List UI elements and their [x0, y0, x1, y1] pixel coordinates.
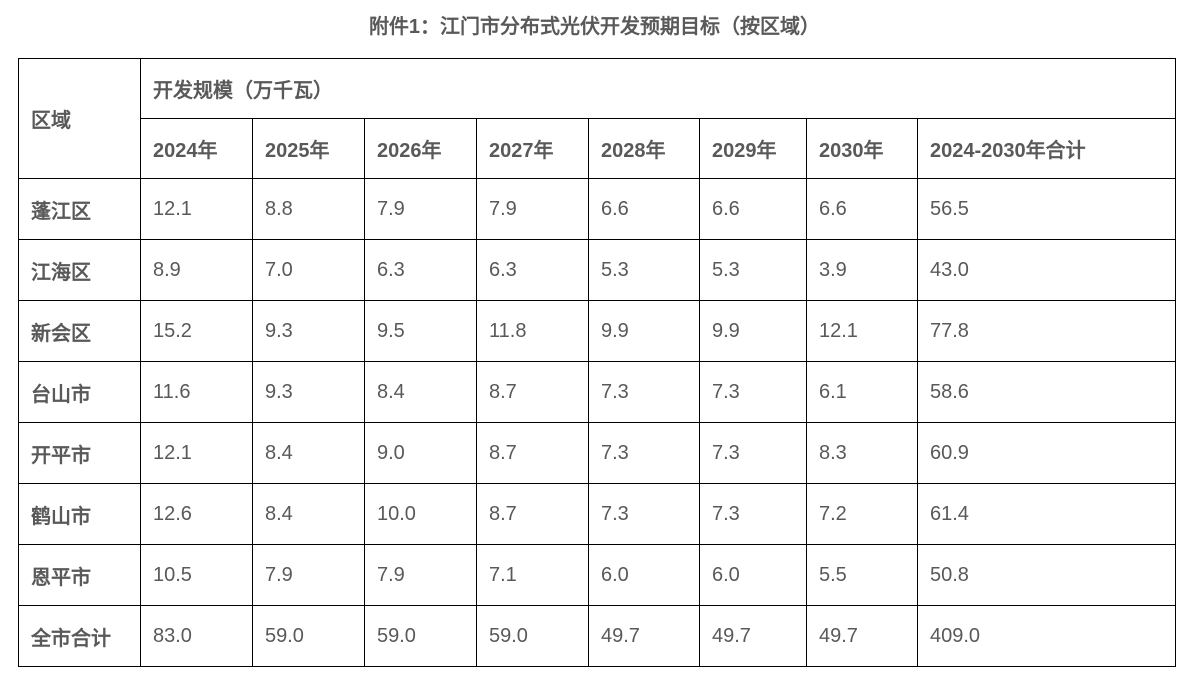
region-cell: 全市合计: [18, 605, 141, 667]
value-cell: 10.5: [140, 544, 253, 606]
value-cell: 6.6: [806, 178, 918, 240]
value-cell: 43.0: [917, 239, 1176, 301]
value-cell: 49.7: [588, 605, 700, 667]
targets-table: 区域 开发规模（万千瓦） 2024年 2025年 2026年 2027年 2028年 20…: [18, 58, 1176, 667]
region-cell: 新会区: [18, 300, 141, 362]
value-cell: 6.3: [364, 239, 477, 301]
value-cell: 5.3: [588, 239, 700, 301]
value-cell: 8.4: [252, 483, 365, 545]
table-row: 江海区 8.9 7.0 6.3 6.3 5.3 5.3 3.9 43.0: [18, 239, 1176, 301]
table-row: 台山市 11.6 9.3 8.4 8.7 7.3 7.3 6.1 58.6: [18, 361, 1176, 423]
region-cell: 江海区: [18, 239, 141, 301]
region-header-cell: 区域: [18, 58, 141, 179]
value-cell: 15.2: [140, 300, 253, 362]
value-cell: 59.0: [476, 605, 589, 667]
region-cell: 台山市: [18, 361, 141, 423]
value-cell: 7.9: [252, 544, 365, 606]
value-cell: 10.0: [364, 483, 477, 545]
year-header-cell: 2027年: [476, 118, 589, 179]
page-title: 附件1：江门市分布式光伏开发预期目标（按区域）: [368, 16, 821, 38]
region-cell: 开平市: [18, 422, 141, 484]
year-header-cell: 2024-2030年合计: [917, 118, 1176, 179]
table-row: 蓬江区 12.1 8.8 7.9 7.9 6.6 6.6 6.6 56.5: [18, 178, 1176, 240]
region-cell: 蓬江区: [18, 178, 141, 240]
value-cell: 60.9: [917, 422, 1176, 484]
value-cell: 59.0: [364, 605, 477, 667]
value-cell: 7.0: [252, 239, 365, 301]
value-cell: 9.3: [252, 300, 365, 362]
table-row: 鹤山市 12.6 8.4 10.0 8.7 7.3 7.3 7.2 61.4: [18, 483, 1176, 545]
value-cell: 7.3: [699, 361, 807, 423]
value-cell: 8.9: [140, 239, 253, 301]
year-header-cell: 2026年: [364, 118, 477, 179]
value-cell: 77.8: [917, 300, 1176, 362]
value-cell: 6.6: [588, 178, 700, 240]
year-header-cell: 2028年: [588, 118, 700, 179]
page: 附件1：江门市分布式光伏开发预期目标（按区域） 区域 开发规模（万千瓦） 202…: [0, 15, 1189, 667]
value-cell: 56.5: [917, 178, 1176, 240]
value-cell: 9.9: [588, 300, 700, 362]
value-cell: 7.9: [364, 544, 477, 606]
value-cell: 7.1: [476, 544, 589, 606]
year-header-cell: 2025年: [252, 118, 365, 179]
value-cell: 59.0: [252, 605, 365, 667]
value-cell: 7.9: [476, 178, 589, 240]
value-cell: 61.4: [917, 483, 1176, 545]
value-cell: 7.3: [699, 483, 807, 545]
value-cell: 6.0: [588, 544, 700, 606]
table-body: 蓬江区 12.1 8.8 7.9 7.9 6.6 6.6 6.6 56.5 江海区 8.9 7.0 6.…: [18, 178, 1176, 667]
value-cell: 3.9: [806, 239, 918, 301]
value-cell: 7.3: [588, 483, 700, 545]
value-cell: 8.7: [476, 422, 589, 484]
value-cell: 9.5: [364, 300, 477, 362]
value-cell: 9.0: [364, 422, 477, 484]
value-cell: 8.4: [252, 422, 365, 484]
value-cell: 12.1: [806, 300, 918, 362]
value-cell: 12.1: [140, 178, 253, 240]
value-cell: 7.2: [806, 483, 918, 545]
table-row: 新会区 15.2 9.3 9.5 11.8 9.9 9.9 12.1 77.8: [18, 300, 1176, 362]
value-cell: 6.6: [699, 178, 807, 240]
group-header-row: 区域 开发规模（万千瓦）: [18, 58, 1176, 179]
value-cell: 83.0: [140, 605, 253, 667]
value-cell: 12.6: [140, 483, 253, 545]
value-cell: 12.1: [140, 422, 253, 484]
value-cell: 7.9: [364, 178, 477, 240]
year-header-row: 2024年 2025年 2026年 2027年 2028年 2029年 2030年 2024-…: [19, 118, 1176, 179]
value-cell: 5.3: [699, 239, 807, 301]
value-cell: 8.3: [806, 422, 918, 484]
value-cell: 409.0: [917, 605, 1176, 667]
value-cell: 8.4: [364, 361, 477, 423]
value-cell: 7.3: [588, 361, 700, 423]
region-cell: 鹤山市: [18, 483, 141, 545]
region-cell: 恩平市: [18, 544, 141, 606]
value-cell: 8.7: [476, 361, 589, 423]
value-cell: 7.3: [588, 422, 700, 484]
value-cell: 49.7: [699, 605, 807, 667]
table-row: 全市合计 83.0 59.0 59.0 59.0 49.7 49.7 49.7 409.0: [18, 605, 1176, 667]
table-header: 区域 开发规模（万千瓦） 2024年 2025年 2026年 2027年 2028年 20…: [18, 58, 1176, 179]
value-cell: 6.3: [476, 239, 589, 301]
value-cell: 8.7: [476, 483, 589, 545]
group-header-cell: 开发规模（万千瓦）: [140, 58, 1176, 119]
value-cell: 50.8: [917, 544, 1176, 606]
table-row: 开平市 12.1 8.4 9.0 8.7 7.3 7.3 8.3 60.9: [18, 422, 1176, 484]
value-cell: 9.3: [252, 361, 365, 423]
value-cell: 7.3: [699, 422, 807, 484]
value-cell: 6.0: [699, 544, 807, 606]
year-header-cell: 2030年: [806, 118, 918, 179]
year-header-cell: 2024年: [140, 118, 253, 179]
value-cell: 58.6: [917, 361, 1176, 423]
value-cell: 6.1: [806, 361, 918, 423]
value-cell: 9.9: [699, 300, 807, 362]
year-header-cell: 2029年: [699, 118, 807, 179]
value-cell: 49.7: [806, 605, 918, 667]
table-row: 恩平市 10.5 7.9 7.9 7.1 6.0 6.0 5.5 50.8: [18, 544, 1176, 606]
value-cell: 11.8: [476, 300, 589, 362]
value-cell: 5.5: [806, 544, 918, 606]
value-cell: 8.8: [252, 178, 365, 240]
value-cell: 11.6: [140, 361, 253, 423]
